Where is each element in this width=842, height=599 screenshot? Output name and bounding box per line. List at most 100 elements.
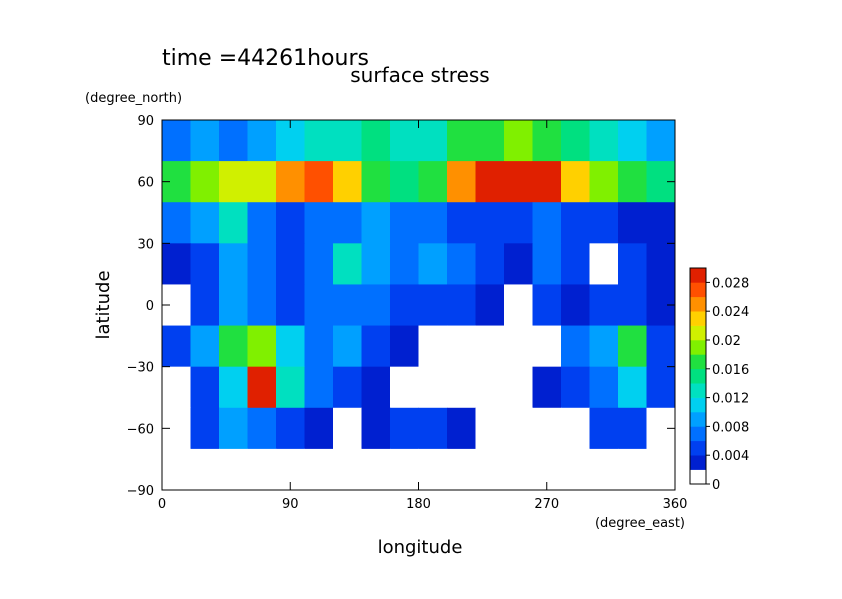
subtitle: time =44261hours bbox=[162, 46, 369, 71]
x-tick-label: 180 bbox=[406, 497, 431, 512]
field-cell bbox=[618, 366, 647, 409]
field-cell bbox=[589, 284, 619, 327]
field-cell bbox=[561, 161, 590, 203]
y-tick-label: 90 bbox=[137, 114, 154, 129]
field-cell bbox=[447, 325, 476, 368]
field-cell bbox=[447, 448, 476, 491]
colorbar-band bbox=[690, 340, 706, 355]
field-cell bbox=[504, 120, 533, 162]
field-cell bbox=[589, 366, 619, 409]
field-cell bbox=[561, 366, 590, 409]
field-cell bbox=[618, 284, 647, 327]
field-cell bbox=[361, 366, 391, 409]
field-cell bbox=[276, 366, 305, 409]
field-cell bbox=[190, 202, 220, 244]
colorbar-band bbox=[690, 455, 706, 470]
field-cell bbox=[304, 448, 334, 491]
field-cell bbox=[618, 120, 647, 162]
x-unit: (degree_east) bbox=[595, 516, 685, 531]
colorbar-tick-label: 0.008 bbox=[712, 420, 749, 435]
field-cell bbox=[219, 325, 248, 368]
field-cell bbox=[219, 120, 248, 162]
field-cell bbox=[190, 243, 220, 285]
x-tick-label: 0 bbox=[158, 497, 166, 512]
field-cell bbox=[304, 284, 334, 327]
field-cell bbox=[333, 161, 362, 203]
field-cell bbox=[333, 243, 362, 285]
colorbar-band bbox=[690, 354, 706, 370]
field-cell bbox=[162, 120, 191, 162]
field-cell bbox=[276, 407, 305, 450]
field-cell bbox=[504, 243, 533, 285]
field-cell bbox=[475, 325, 505, 368]
field-cell bbox=[532, 161, 562, 203]
colorbar-band bbox=[690, 412, 706, 427]
colorbar-band bbox=[690, 296, 706, 312]
field-cell bbox=[390, 243, 419, 285]
field-cell bbox=[618, 243, 647, 285]
field-cell bbox=[589, 243, 619, 285]
field-cell bbox=[618, 202, 647, 244]
field-cell bbox=[390, 284, 419, 327]
field-cell bbox=[247, 448, 277, 491]
field-cell bbox=[418, 284, 448, 327]
x-axis-label: longitude bbox=[378, 537, 463, 558]
field-cell bbox=[247, 325, 277, 368]
colorbar-band bbox=[690, 368, 706, 384]
field-cell bbox=[390, 366, 419, 409]
colorbar-band bbox=[690, 426, 706, 442]
field-cell bbox=[618, 161, 647, 203]
field-cell bbox=[361, 243, 391, 285]
field-cell bbox=[646, 202, 676, 244]
field-cell bbox=[447, 407, 476, 450]
field-cell bbox=[504, 325, 533, 368]
y-tick-label: −30 bbox=[127, 361, 154, 376]
field-cell bbox=[276, 325, 305, 368]
field-cell bbox=[247, 366, 277, 409]
field-cell bbox=[304, 407, 334, 450]
field-cell bbox=[361, 120, 391, 162]
field-cell bbox=[561, 325, 590, 368]
field-cell bbox=[504, 448, 533, 491]
field-cell bbox=[532, 366, 562, 409]
field-cell bbox=[475, 284, 505, 327]
field-cell bbox=[447, 202, 476, 244]
colorbar-band bbox=[690, 440, 706, 456]
field-cell bbox=[390, 325, 419, 368]
field-cell bbox=[304, 202, 334, 244]
field-cell bbox=[162, 448, 191, 491]
colorbar-tick-label: 0.024 bbox=[712, 305, 749, 320]
field-cell bbox=[247, 120, 277, 162]
chart-title: surface stress bbox=[350, 63, 489, 87]
field-cell bbox=[418, 202, 448, 244]
field-cell bbox=[219, 448, 248, 491]
field-cell bbox=[304, 243, 334, 285]
field-cell bbox=[276, 202, 305, 244]
field-cell bbox=[247, 202, 277, 244]
y-axis-label: latitude bbox=[93, 270, 114, 339]
x-tick-label: 360 bbox=[663, 497, 688, 512]
field-cell bbox=[219, 161, 248, 203]
y-unit: (degree_north) bbox=[85, 91, 182, 106]
field-cell bbox=[276, 161, 305, 203]
field-cell bbox=[447, 366, 476, 409]
colorbar-tick-label: 0.028 bbox=[712, 276, 749, 291]
field-cell bbox=[333, 366, 362, 409]
field-cell bbox=[190, 325, 220, 368]
field-cell bbox=[219, 202, 248, 244]
field-cell bbox=[589, 161, 619, 203]
colorbar-band bbox=[690, 383, 706, 398]
field-cell bbox=[304, 161, 334, 203]
field-cell bbox=[162, 202, 191, 244]
field-cell bbox=[247, 407, 277, 450]
field-cell bbox=[532, 202, 562, 244]
field-cell bbox=[532, 407, 562, 450]
field-cell bbox=[447, 243, 476, 285]
colorbar-band bbox=[690, 397, 706, 413]
field-cell bbox=[589, 120, 619, 162]
field-cell bbox=[390, 120, 419, 162]
field-cell bbox=[475, 448, 505, 491]
field-cell bbox=[219, 243, 248, 285]
colorbar-band bbox=[690, 469, 706, 485]
y-tick-label: 60 bbox=[137, 176, 154, 191]
